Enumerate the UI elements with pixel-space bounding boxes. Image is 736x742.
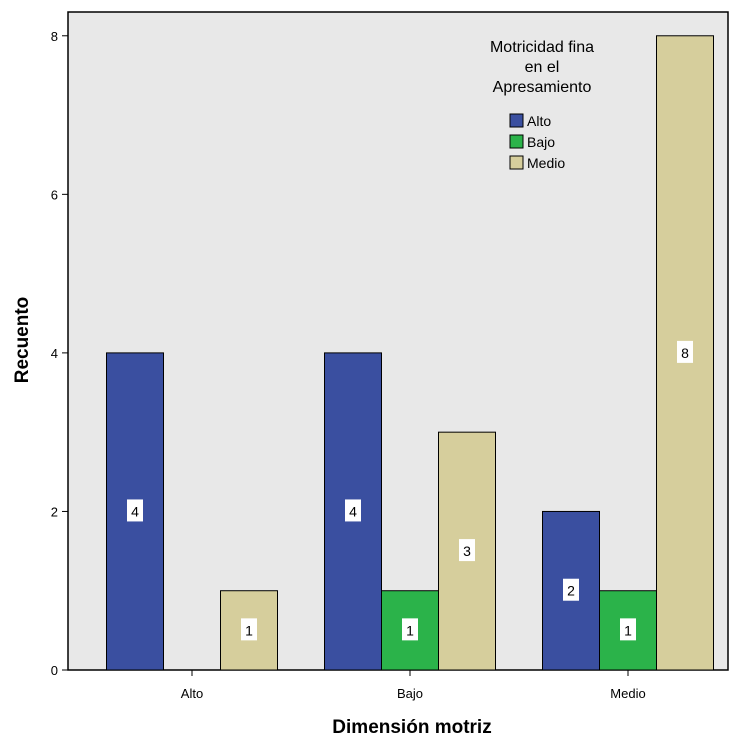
legend-swatch-alto xyxy=(509,113,524,128)
data-label-box xyxy=(241,618,257,641)
x-axis-ticks: Alto Bajo Medio xyxy=(181,670,646,701)
data-label-box xyxy=(677,340,693,363)
data-label: 1 xyxy=(406,622,414,638)
data-label-box xyxy=(345,499,361,522)
data-label-box xyxy=(402,618,418,641)
bars-group: 4 1 4 1 3 2 1 8 xyxy=(106,35,714,671)
legend-title-line-1: Motricidad fina xyxy=(490,39,594,56)
y-axis-title: Recuento xyxy=(12,297,33,384)
x-tick-label: Alto xyxy=(181,686,203,701)
data-label: 2 xyxy=(567,583,575,599)
data-label-box xyxy=(459,539,475,562)
x-tick-label: Bajo xyxy=(397,686,423,701)
x-axis-title: Dimensión motriz xyxy=(332,717,491,738)
legend-label-bajo: Bajo xyxy=(527,134,555,150)
data-label: 3 xyxy=(463,543,471,559)
y-tick-label: 4 xyxy=(51,346,58,361)
data-label: 8 xyxy=(681,345,689,361)
legend-swatch-bajo xyxy=(509,134,524,149)
legend: Motricidad fina en el Apresamiento Alto … xyxy=(490,39,594,171)
y-tick-label: 2 xyxy=(51,504,58,519)
legend-title-line-2: en el xyxy=(525,59,560,76)
plot-area xyxy=(67,11,729,671)
data-label: 4 xyxy=(131,503,139,519)
data-label: 1 xyxy=(245,622,253,638)
data-label: 4 xyxy=(349,503,357,519)
data-label-box xyxy=(620,618,636,641)
data-label-box xyxy=(563,578,579,601)
legend-title-line-3: Apresamiento xyxy=(493,79,592,96)
y-tick-label: 8 xyxy=(51,29,58,44)
x-tick-label: Medio xyxy=(610,686,645,701)
y-tick-label: 6 xyxy=(51,187,58,202)
legend-swatch-medio xyxy=(509,155,524,170)
legend-label-medio: Medio xyxy=(527,155,565,171)
legend-label-alto: Alto xyxy=(527,113,551,129)
y-tick-label: 0 xyxy=(51,663,58,678)
data-label-box xyxy=(127,499,143,522)
data-label: 1 xyxy=(624,622,632,638)
y-axis-ticks: 0 2 4 6 8 xyxy=(51,29,68,678)
